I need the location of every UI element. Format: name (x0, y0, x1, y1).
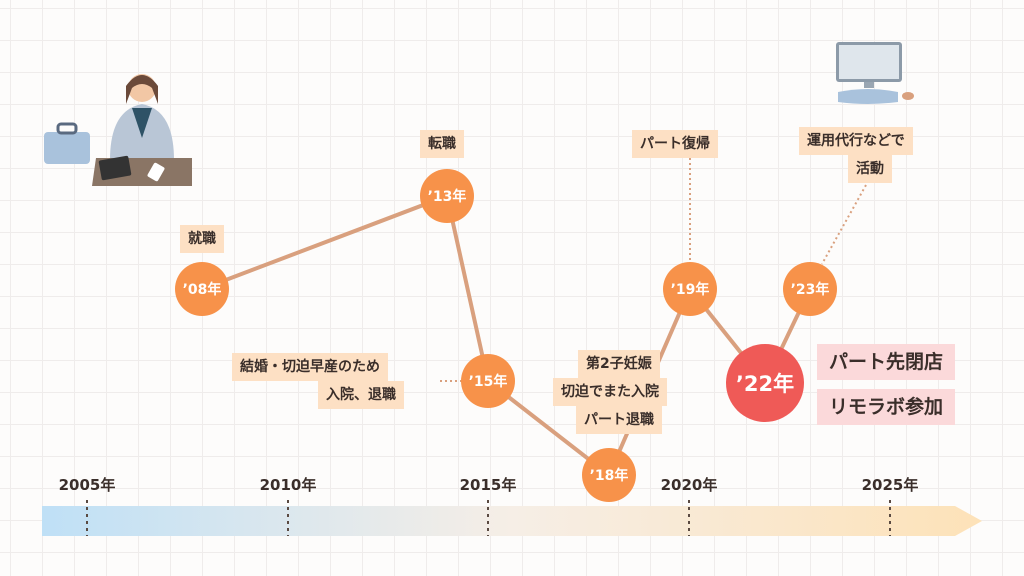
node-2023: ’23年 (783, 262, 837, 316)
axis-year-2015: 2015年 (459, 476, 517, 494)
event-label-2015-line1: 結婚・切迫早産のため (232, 353, 388, 381)
node-2015: ’15年 (461, 354, 515, 408)
event-label-2008: 就職 (180, 225, 224, 253)
node-2008: ’08年 (175, 262, 229, 316)
connector-lines (440, 158, 867, 382)
node-2022: ’22年 (726, 344, 804, 422)
node-2013: ’13年 (420, 169, 474, 223)
node-2018: ’18年 (582, 448, 636, 502)
event-label-2015-line2: 入院、退職 (318, 381, 404, 409)
axis-year-2005: 2005年 (58, 476, 116, 494)
axis-year-2025: 2025年 (861, 476, 919, 494)
event-label-2018-line3: パート退職 (576, 406, 662, 434)
event-label-2013: 転職 (420, 130, 464, 158)
event-label-2019: パート復帰 (632, 130, 718, 158)
timeline-arrow (42, 506, 982, 536)
axis-year-2010: 2010年 (259, 476, 317, 494)
axis-year-2020: 2020年 (660, 476, 718, 494)
woman-at-desk-illustration (44, 74, 192, 186)
event-label-2018-line1: 第2子妊娠 (578, 350, 660, 378)
career-line (201, 193, 812, 479)
desktop-computer-illustration (836, 42, 914, 104)
event-label-2018-line2: 切迫でまた入院 (553, 378, 667, 406)
event-label-2023-line2: 活動 (848, 155, 892, 183)
event-label-2023-line1: 運用代行などで (799, 127, 913, 155)
event-label-2022-line2: リモラボ参加 (817, 389, 956, 425)
event-label-2022-line1: パート先閉店 (817, 344, 956, 380)
node-2019: ’19年 (663, 262, 717, 316)
year-ticks (86, 500, 891, 536)
